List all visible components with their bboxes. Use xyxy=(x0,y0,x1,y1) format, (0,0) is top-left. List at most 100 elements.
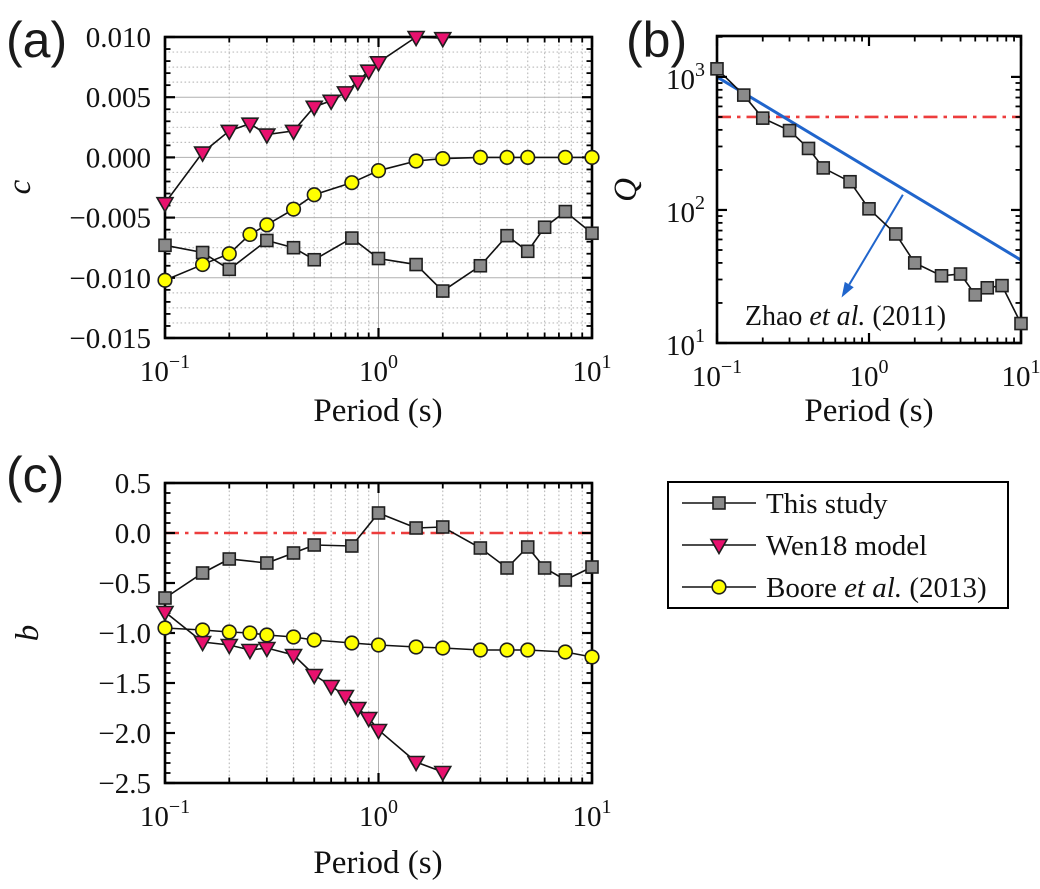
data-point xyxy=(816,161,831,175)
y-tick-label: −0.010 xyxy=(69,263,151,295)
data-point xyxy=(345,231,359,245)
data-point xyxy=(968,288,983,302)
data-point xyxy=(194,622,211,638)
x-axis-title-a: Period (s) xyxy=(313,393,442,429)
legend-marker-circle xyxy=(711,579,727,595)
data-point xyxy=(284,124,303,142)
data-point xyxy=(710,62,724,76)
data-point xyxy=(307,252,322,267)
data-point xyxy=(304,100,324,117)
y-tick-label: 101 xyxy=(666,325,705,362)
y-tick-label: 0.5 xyxy=(115,468,151,500)
series-line-square xyxy=(164,210,593,293)
data-point xyxy=(520,642,536,658)
data-point xyxy=(321,94,341,111)
data-point xyxy=(370,637,387,653)
panel-label-a: (a) xyxy=(6,12,67,68)
data-point xyxy=(307,538,322,552)
series-triangle-markers xyxy=(155,30,453,214)
y-tick-label: −0.005 xyxy=(69,203,151,235)
data-point xyxy=(157,620,173,636)
zhao-annotation: Zhao et al. (2011) xyxy=(745,301,946,332)
x-tick-label: 100 xyxy=(359,351,398,388)
data-point xyxy=(158,591,172,605)
data-point xyxy=(348,75,368,92)
data-point xyxy=(557,644,573,660)
data-point xyxy=(221,624,237,640)
y-axis-title-c: b xyxy=(10,625,46,642)
data-point xyxy=(435,151,451,167)
series-line-circle xyxy=(164,156,592,281)
zhao-arrowhead xyxy=(841,281,854,298)
data-point xyxy=(157,272,173,288)
data-point xyxy=(195,245,210,260)
data-point xyxy=(472,149,488,165)
y-tick-label: −0.015 xyxy=(69,323,151,355)
series-line-circle xyxy=(164,627,593,658)
data-point xyxy=(222,552,237,566)
x-tick-label: 101 xyxy=(1002,356,1040,393)
panel-label-c: (c) xyxy=(6,447,64,503)
data-point xyxy=(953,267,968,281)
data-point xyxy=(406,30,426,48)
data-point xyxy=(286,240,301,255)
series-square-markers xyxy=(710,62,1028,331)
data-point xyxy=(433,31,453,49)
data-point xyxy=(1014,316,1028,331)
y-tick-label: −1.0 xyxy=(98,618,151,650)
data-point xyxy=(862,202,876,216)
data-point xyxy=(193,146,212,163)
data-point xyxy=(558,204,573,219)
y-tick-label: −0.5 xyxy=(98,568,151,600)
x-axis-title-c: Period (s) xyxy=(313,845,442,881)
legend-entry: Wen18 model xyxy=(682,530,927,562)
data-point xyxy=(221,246,237,262)
x-axis-title-b: Period (s) xyxy=(804,393,933,429)
legend-label: Wen18 model xyxy=(766,530,927,562)
data-point xyxy=(801,141,816,156)
data-point xyxy=(359,64,379,81)
series-line-triangle xyxy=(164,36,443,204)
y-axis-title-b: Q xyxy=(608,178,644,202)
data-point xyxy=(755,111,770,125)
data-point xyxy=(537,220,552,235)
data-point xyxy=(336,86,355,103)
y-tick-label: 0.0 xyxy=(115,518,151,550)
data-point xyxy=(369,55,388,73)
y-tick-label: 0.000 xyxy=(86,142,151,174)
panel-a-ticks xyxy=(163,35,594,340)
series-circle-markers xyxy=(157,149,600,288)
data-point xyxy=(584,149,600,165)
panel-c: 10−1 100 101 0.5 0.0 −0.5 −1.0 −1.5 −2.0 −2.5 xyxy=(98,468,611,833)
data-point xyxy=(344,635,360,651)
x-tick-label: 101 xyxy=(573,796,612,833)
data-point xyxy=(304,668,324,686)
x-tick-label: 10−1 xyxy=(140,796,190,833)
data-point xyxy=(433,765,453,783)
data-point xyxy=(359,711,379,729)
legend-entry: This study xyxy=(682,488,888,520)
data-point xyxy=(371,506,386,520)
y-tick-label: 102 xyxy=(666,192,705,229)
data-point xyxy=(194,256,211,273)
data-point xyxy=(259,217,275,233)
data-point xyxy=(499,642,515,658)
panel-b: Zhao et al. (2011)10−1 100 101 103 102 101 xyxy=(666,34,1040,393)
data-point xyxy=(907,256,922,270)
x-tick-label: 10−1 xyxy=(692,356,742,393)
data-point xyxy=(286,546,301,560)
y-tick-label: 0.005 xyxy=(86,82,151,114)
data-point xyxy=(285,629,302,645)
legend-box: This study Wen18 model Boore et al. (2013) xyxy=(667,481,1009,609)
data-point xyxy=(435,520,450,534)
data-point xyxy=(980,280,995,295)
data-point xyxy=(242,226,258,243)
panel-a-grid xyxy=(164,36,593,339)
series-triangle-markers xyxy=(155,605,453,783)
x-tick-label: 100 xyxy=(359,796,398,833)
data-point xyxy=(260,556,274,570)
legend-label: This study xyxy=(766,488,888,520)
x-tick-label: 100 xyxy=(850,356,889,393)
